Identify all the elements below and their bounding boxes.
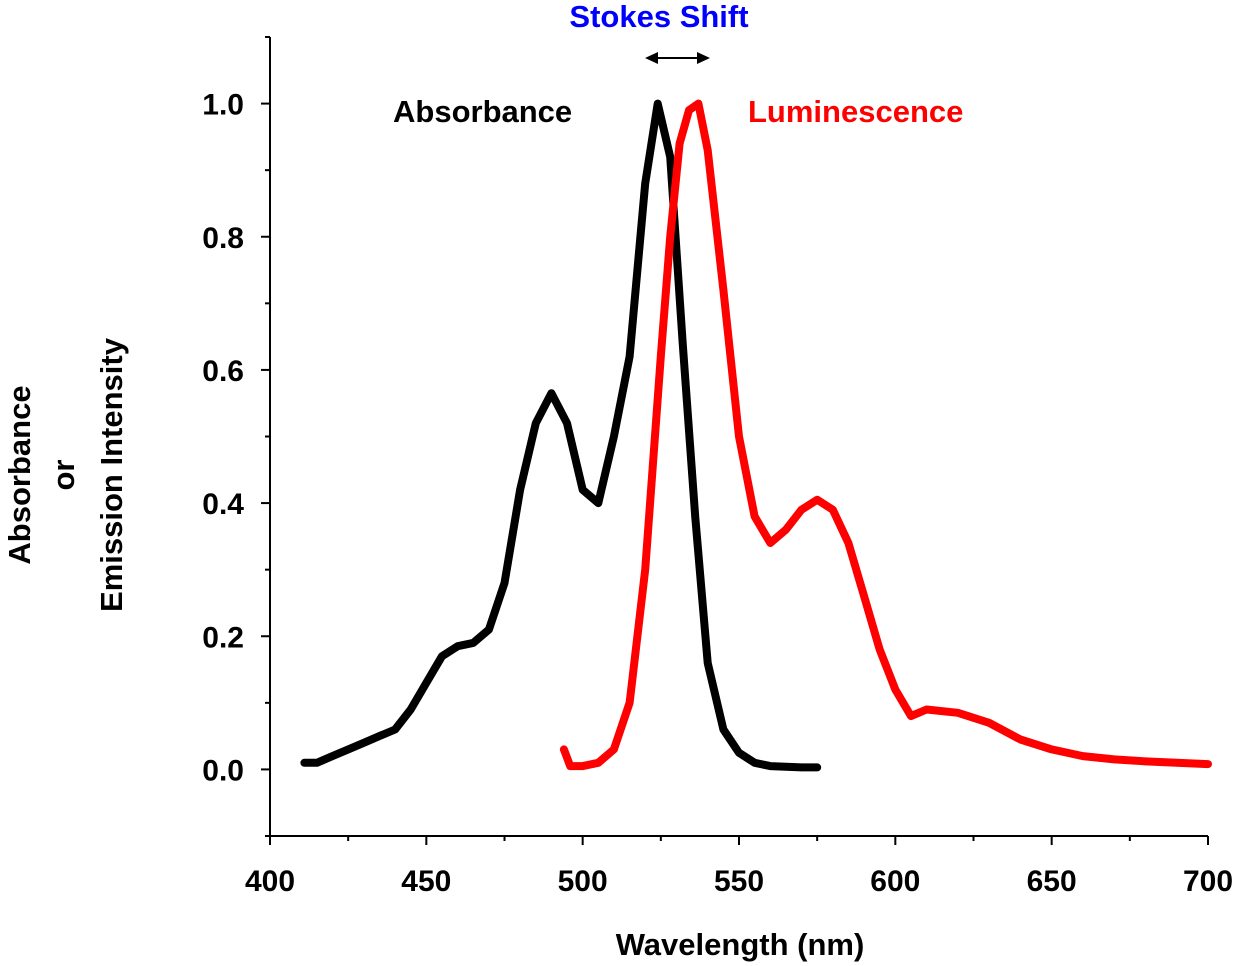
y-axis-title-line-2: or — [46, 460, 81, 491]
x-tick-label: 450 — [401, 865, 451, 898]
y-tick-label: 1.0 — [202, 89, 244, 122]
absorbance-annotation: Absorbance — [393, 94, 572, 129]
y-tick-label: 0.0 — [202, 754, 244, 787]
x-tick-label: 500 — [558, 865, 608, 898]
x-axis-title: Wavelength (nm) — [616, 927, 865, 962]
luminescence-annotation: Luminescence — [748, 94, 963, 129]
y-tick-label: 0.6 — [202, 355, 244, 388]
y-tick-label: 0.8 — [202, 222, 244, 255]
x-tick-label: 600 — [870, 865, 920, 898]
y-axis-ticks: 0.0 0.2 0.4 0.6 0.8 1.0 — [202, 37, 270, 836]
x-tick-label: 400 — [245, 865, 295, 898]
y-tick-label: 0.2 — [202, 621, 244, 654]
y-tick-label: 0.4 — [202, 488, 244, 521]
stokes-shift-label: Stokes Shift — [569, 0, 748, 34]
x-tick-label: 550 — [714, 865, 764, 898]
y-axis-title-line-1: Absorbance — [2, 385, 37, 564]
x-tick-label: 650 — [1027, 865, 1077, 898]
y-axis-title: Absorbance or Emission Intensity — [2, 337, 129, 612]
x-axis-ticks: 400 450 500 550 600 650 700 — [245, 836, 1233, 898]
y-axis-title-line-3: Emission Intensity — [94, 337, 129, 612]
stokes-shift-arrow — [645, 52, 710, 64]
series-line-luminescence — [564, 104, 1208, 767]
series-lines — [304, 104, 1208, 768]
x-tick-label: 700 — [1183, 865, 1233, 898]
